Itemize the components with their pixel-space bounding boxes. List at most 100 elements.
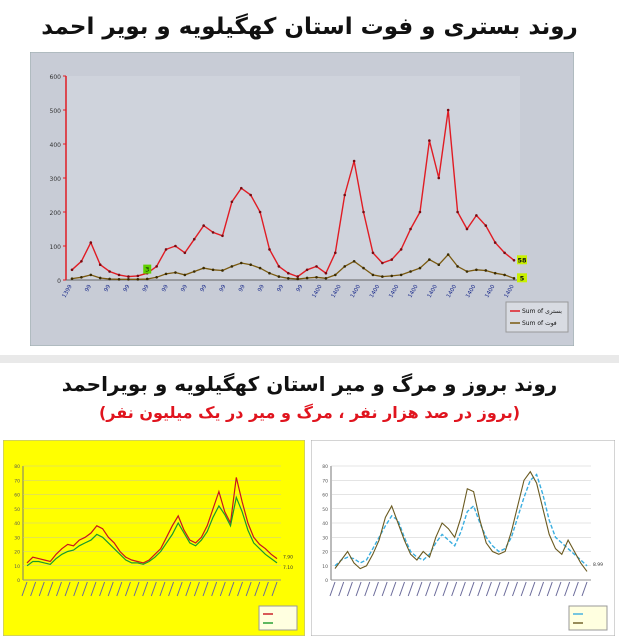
data-point [305,276,309,280]
data-point [465,270,469,273]
x-tick-mark [529,581,536,597]
y-tick-label: 100 [50,244,62,251]
data-point [512,277,516,280]
x-tick-label: 99 [103,284,112,293]
y-tick-label: 60 [322,493,328,499]
x-tick-mark [451,581,458,597]
y-tick-label: 50 [14,507,20,513]
data-point [202,224,205,227]
data-point [493,241,497,244]
data-point [446,253,450,256]
data-point [89,241,93,244]
x-tick-label: 99 [161,284,170,293]
y-tick-label: 50 [322,507,328,513]
x-tick-mark [346,581,353,597]
x-tick-mark [228,581,235,597]
x-tick-mark [107,581,114,597]
x-tick-mark [90,581,97,597]
data-point [456,265,459,268]
x-tick-mark [116,581,123,597]
data-point [334,273,337,277]
data-point [418,266,422,270]
data-point [475,268,478,272]
data-point [352,159,356,163]
data-point [334,251,337,255]
x-tick-label: 99 [276,284,285,293]
x-tick-mark [271,581,278,597]
data-point [503,251,506,255]
legend [258,605,298,631]
data-point [70,277,74,280]
data-point [428,139,431,142]
data-point [211,231,215,234]
data-point [371,273,375,277]
x-tick-mark [56,581,62,597]
data-point [465,227,469,231]
data-point [503,273,506,277]
data-point [155,265,158,268]
data-point [258,210,262,214]
y-tick-label: 10 [14,564,20,570]
data-point [277,275,281,278]
x-tick-mark [150,581,157,597]
x-tick-mark [372,581,379,597]
data-point [70,268,74,272]
data-point [249,263,252,266]
x-tick-mark [572,581,579,597]
data-point [192,270,196,273]
data-point [277,265,281,268]
x-tick-mark [485,581,492,597]
data-point [145,277,149,281]
data-point [155,275,158,279]
marker-label: 3 [145,266,149,274]
x-tick-mark [329,581,336,597]
data-point [437,176,441,180]
x-tick-mark [176,581,183,597]
x-tick-mark [512,581,518,597]
x-tick-mark [399,581,405,597]
x-tick-mark [159,581,166,597]
x-tick-mark [211,581,218,597]
data-point [437,263,441,266]
data-point [315,265,318,268]
data-point [230,200,234,204]
data-point [202,266,205,270]
data-point [475,214,478,217]
data-point [286,277,290,280]
legend [505,301,569,333]
end-label: 7.90 [283,555,293,561]
y-tick-label: 70 [322,478,328,484]
end-label-bg [517,273,527,283]
data-point [512,258,516,262]
legend-label: Sum of بستری [522,308,562,315]
x-tick-mark [38,581,45,597]
x-tick-mark [416,581,423,597]
top-chart-heading: روند بستری و فوت استان کهگیلویه و بویر ا… [41,14,578,40]
data-point [80,260,83,263]
x-tick-mark [21,581,28,597]
x-tick-mark [142,581,149,597]
data-point [315,275,318,279]
x-tick-mark [124,581,131,597]
y-tick-label: 0 [325,578,328,584]
data-point [230,265,234,268]
end-label: 5 [520,274,525,282]
x-tick-label: 99 [180,284,189,293]
data-point [381,261,384,265]
x-tick-mark [193,581,200,597]
data-point [390,258,394,261]
data-point [409,270,412,273]
data-point [117,278,121,281]
x-tick-label: 99 [257,284,266,293]
data-point [127,275,130,278]
incidence-chart-white: 0 10 20 30 40 50 60 70 80 8.99 [311,440,615,636]
x-tick-mark [262,581,269,597]
x-tick-label: 99 [142,284,151,293]
data-point [390,274,394,278]
data-point [268,248,271,251]
x-tick-mark [390,581,397,597]
x-tick-mark [185,581,192,597]
x-tick-mark [237,581,243,597]
x-tick-mark [73,581,80,597]
data-point [136,278,140,281]
